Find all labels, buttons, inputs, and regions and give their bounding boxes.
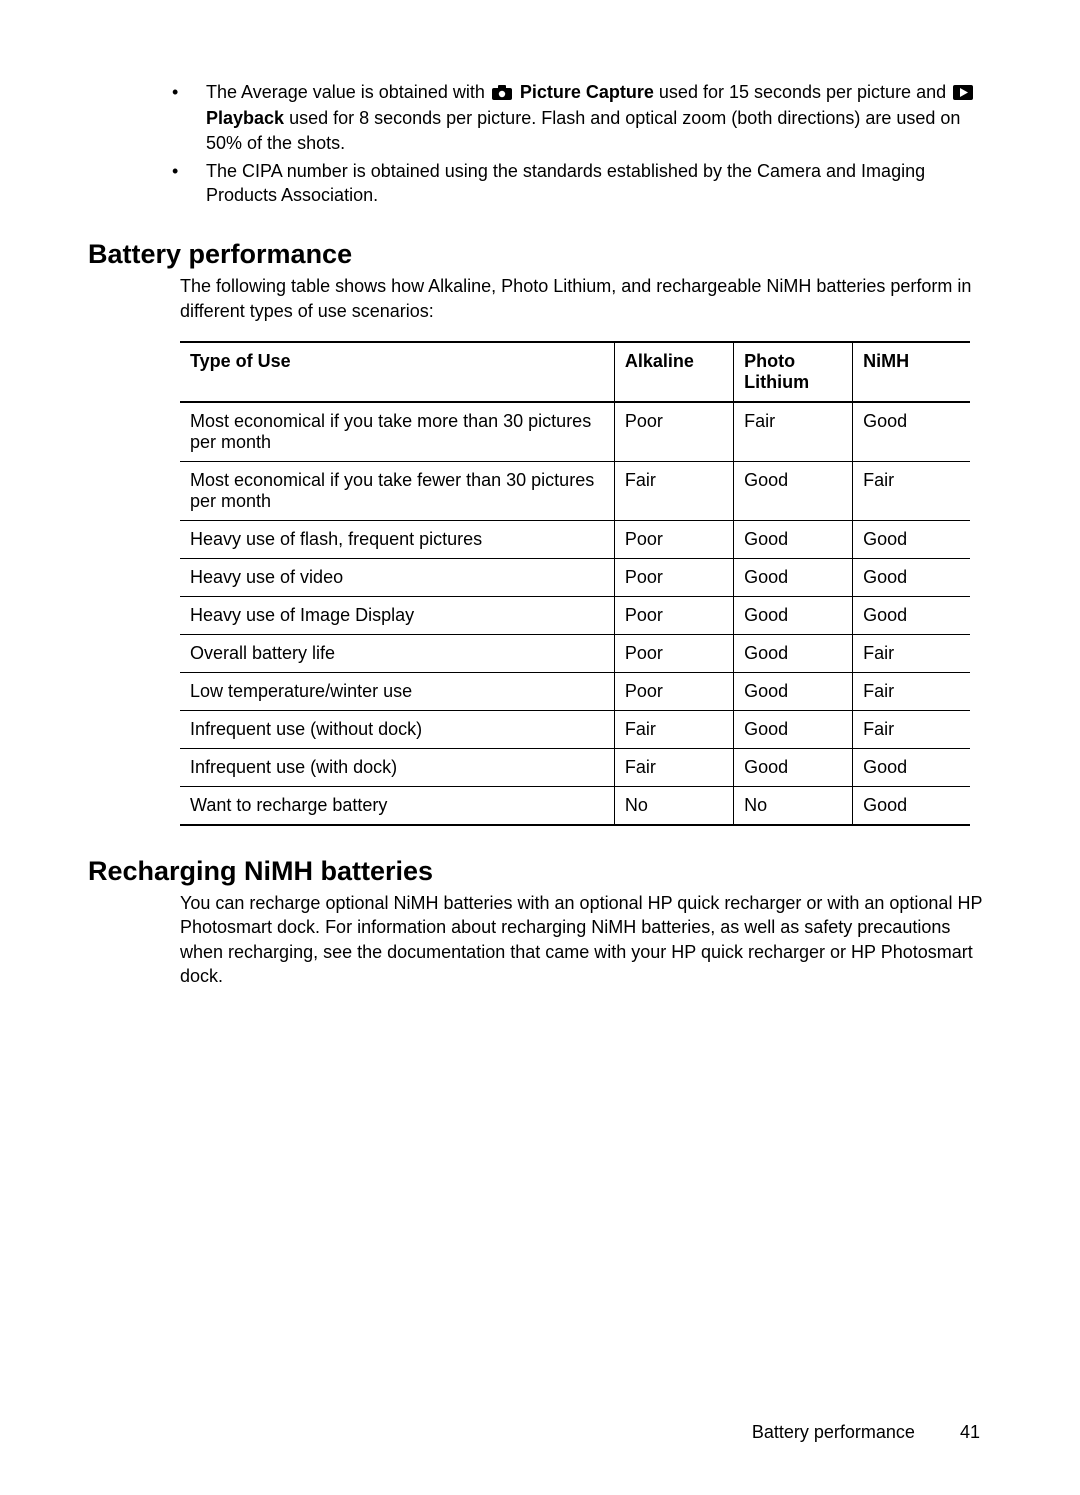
table-cell: Good <box>734 635 853 673</box>
table-row: Heavy use of flash, frequent picturesPoo… <box>180 521 970 559</box>
bullet-icon: • <box>172 80 206 155</box>
table-cell: Poor <box>614 635 733 673</box>
table-cell: Good <box>734 521 853 559</box>
playback-label: Playback <box>206 108 284 128</box>
col-header-photo-lithium: Photo Lithium <box>734 342 853 402</box>
table-cell: Infrequent use (without dock) <box>180 711 614 749</box>
table-row: Overall battery lifePoorGoodFair <box>180 635 970 673</box>
table-cell: Most economical if you take more than 30… <box>180 402 614 462</box>
bullet-icon: • <box>172 159 206 208</box>
text-fragment: used for 15 seconds per picture and <box>654 82 951 102</box>
battery-performance-heading: Battery performance <box>88 239 992 270</box>
col-header-alkaline: Alkaline <box>614 342 733 402</box>
picture-capture-label: Picture Capture <box>520 82 654 102</box>
table-row: Heavy use of Image DisplayPoorGoodGood <box>180 597 970 635</box>
table-cell: Good <box>853 402 970 462</box>
table-cell: Poor <box>614 521 733 559</box>
table-cell: Good <box>734 711 853 749</box>
table-cell: Overall battery life <box>180 635 614 673</box>
document-page: • The Average value is obtained with Pic… <box>0 0 1080 1495</box>
table-cell: Fair <box>614 711 733 749</box>
table-body: Most economical if you take more than 30… <box>180 402 970 825</box>
recharging-heading: Recharging NiMH batteries <box>88 856 992 887</box>
table-cell: Infrequent use (with dock) <box>180 749 614 787</box>
text-fragment: used for 8 seconds per picture. Flash an… <box>206 108 960 152</box>
table-cell: Good <box>853 749 970 787</box>
table-cell: No <box>614 787 733 826</box>
battery-performance-table: Type of Use Alkaline Photo Lithium NiMH … <box>180 341 970 826</box>
table-cell: Poor <box>614 597 733 635</box>
list-item: • The Average value is obtained with Pic… <box>172 80 992 155</box>
page-footer: Battery performance 41 <box>752 1422 980 1443</box>
table-cell: Good <box>734 673 853 711</box>
table-row: Infrequent use (with dock)FairGoodGood <box>180 749 970 787</box>
col-header-nimh: NiMH <box>853 342 970 402</box>
text-fragment: The Average value is obtained with <box>206 82 490 102</box>
table-cell: Fair <box>853 635 970 673</box>
table-cell: Heavy use of flash, frequent pictures <box>180 521 614 559</box>
table-cell: Good <box>734 749 853 787</box>
table-cell: Poor <box>614 559 733 597</box>
table-cell: Fair <box>853 711 970 749</box>
table-row: Most economical if you take fewer than 3… <box>180 462 970 521</box>
bullet-text: The Average value is obtained with Pictu… <box>206 80 992 155</box>
table-cell: Good <box>853 559 970 597</box>
table-cell: No <box>734 787 853 826</box>
table-cell: Heavy use of video <box>180 559 614 597</box>
table-cell: Good <box>853 787 970 826</box>
table-cell: Most economical if you take fewer than 3… <box>180 462 614 521</box>
list-item: • The CIPA number is obtained using the … <box>172 159 992 208</box>
bullet-text: The CIPA number is obtained using the st… <box>206 159 992 208</box>
battery-performance-intro: The following table shows how Alkaline, … <box>180 274 992 323</box>
table-cell: Fair <box>734 402 853 462</box>
table-cell: Good <box>734 559 853 597</box>
table-cell: Fair <box>614 462 733 521</box>
table-cell: Fair <box>853 462 970 521</box>
playback-icon <box>953 82 973 106</box>
camera-icon <box>492 82 512 106</box>
table-cell: Low temperature/winter use <box>180 673 614 711</box>
top-bullet-list: • The Average value is obtained with Pic… <box>172 80 992 207</box>
table-row: Most economical if you take more than 30… <box>180 402 970 462</box>
table-row: Low temperature/winter usePoorGoodFair <box>180 673 970 711</box>
footer-section-label: Battery performance <box>752 1422 915 1442</box>
table-cell: Fair <box>614 749 733 787</box>
table-cell: Poor <box>614 402 733 462</box>
recharging-body: You can recharge optional NiMH batteries… <box>180 891 992 988</box>
table-cell: Good <box>734 462 853 521</box>
table-header-row: Type of Use Alkaline Photo Lithium NiMH <box>180 342 970 402</box>
table-cell: Good <box>853 521 970 559</box>
page-number: 41 <box>960 1422 980 1443</box>
table-row: Infrequent use (without dock)FairGoodFai… <box>180 711 970 749</box>
table-cell: Good <box>853 597 970 635</box>
table-cell: Fair <box>853 673 970 711</box>
table-row: Heavy use of videoPoorGoodGood <box>180 559 970 597</box>
table-cell: Poor <box>614 673 733 711</box>
col-header-type-of-use: Type of Use <box>180 342 614 402</box>
table-cell: Good <box>734 597 853 635</box>
table-cell: Heavy use of Image Display <box>180 597 614 635</box>
table-cell: Want to recharge battery <box>180 787 614 826</box>
table-row: Want to recharge batteryNoNoGood <box>180 787 970 826</box>
